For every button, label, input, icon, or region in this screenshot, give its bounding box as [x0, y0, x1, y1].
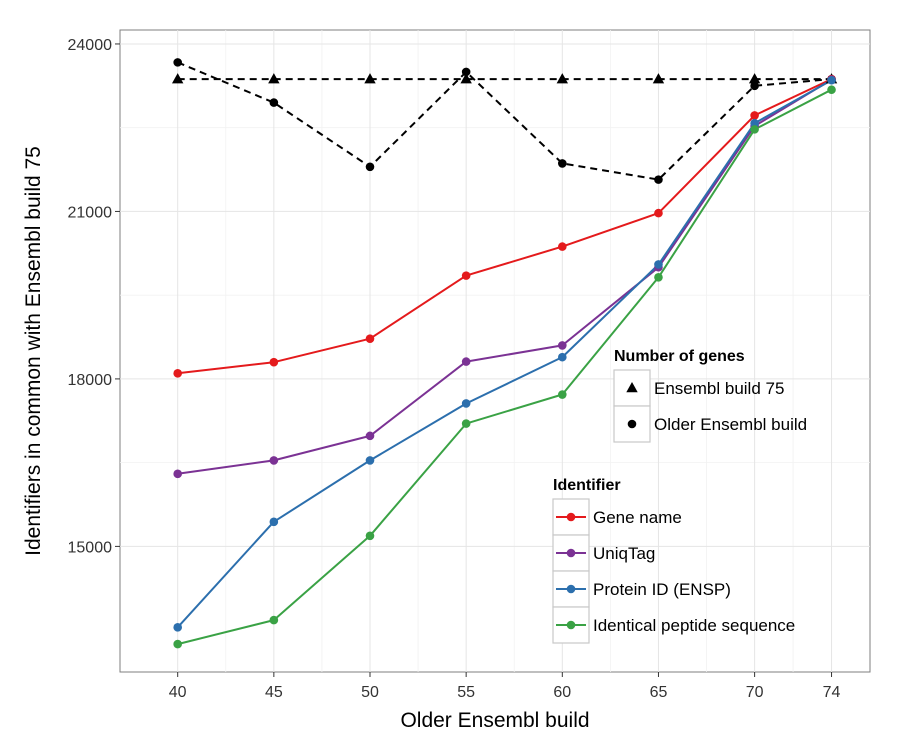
point-gene-name: [750, 111, 759, 120]
legend-item-label: Gene name: [593, 508, 682, 527]
y-axis-title: Identifiers in common with Ensembl build…: [22, 146, 45, 556]
legend-key-marker: [627, 419, 637, 429]
point-protein-id-ensp: [558, 352, 567, 362]
point-older-ensembl-build: [365, 162, 375, 172]
point-ensembl-build-75: [171, 73, 184, 84]
y-tick-label: 21000: [68, 204, 113, 221]
legend-key-box: [613, 405, 651, 443]
point-identical-peptide-sequence: [750, 125, 759, 134]
point-protein-id-ensp: [750, 118, 759, 128]
point-identical-peptide-sequence: [654, 273, 663, 282]
x-tick-label: 40: [169, 684, 187, 701]
point-ensembl-build-75: [364, 73, 376, 84]
legend-item-label: Identical peptide sequence: [593, 616, 795, 635]
x-axis-title: Older Ensembl build: [400, 709, 589, 732]
point-identical-peptide-sequence: [461, 419, 471, 428]
point-protein-id-ensp: [827, 75, 836, 85]
point-identical-peptide-sequence: [827, 85, 836, 95]
legend-item-label: Protein ID (ENSP): [593, 580, 731, 599]
x-tick-label: 50: [361, 684, 379, 701]
point-identical-peptide-sequence: [558, 390, 567, 399]
point-gene-name: [365, 334, 375, 344]
legend-key-marker: [566, 584, 576, 594]
point-gene-name: [654, 208, 663, 218]
legend-item-label: Older Ensembl build: [654, 415, 807, 434]
point-ensembl-build-75: [652, 73, 665, 84]
point-protein-id-ensp: [269, 517, 279, 527]
point-gene-name: [173, 369, 182, 378]
point-older-ensembl-build: [173, 58, 182, 67]
series-lines: [176, 61, 833, 646]
y-tick-label: 18000: [68, 372, 113, 389]
legend-item-label: UniqTag: [593, 544, 655, 563]
point-older-ensembl-build: [461, 67, 471, 77]
x-tick-label: 45: [265, 684, 283, 701]
legend-number-of-genes: Number of genes Ensembl build 75 Older Ens…: [613, 348, 807, 443]
y-axis-ticks: 15000 18000 21000 24000: [68, 37, 120, 556]
point-ensembl-build-75: [268, 73, 280, 84]
point-identical-peptide-sequence: [173, 639, 182, 649]
series-line-protein-id-ensp: [176, 79, 832, 628]
legend-title: Identifier: [553, 477, 621, 494]
point-protein-id-ensp: [461, 399, 471, 408]
point-ensembl-build-75: [556, 73, 569, 84]
point-uniqtag: [269, 456, 279, 465]
x-tick-label: 74: [823, 684, 841, 701]
series-line-older-ensembl-build: [177, 61, 832, 181]
x-tick-label: 55: [457, 684, 475, 701]
point-protein-id-ensp: [365, 456, 375, 465]
legend-key-marker: [626, 382, 638, 393]
point-uniqtag: [173, 469, 182, 479]
x-axis-ticks: 40 45 50 55 60 65 70 74: [169, 672, 841, 701]
point-protein-id-ensp: [654, 260, 663, 269]
point-identical-peptide-sequence: [269, 615, 279, 625]
legend-title: Number of genes: [614, 348, 745, 365]
point-gene-name: [269, 357, 279, 367]
series-line-identical-peptide-sequence: [177, 88, 832, 646]
grid-lines: [120, 30, 870, 672]
legend-item-label: Ensembl build 75: [654, 379, 784, 398]
legend-key-marker: [566, 620, 576, 630]
point-gene-name: [461, 271, 471, 280]
y-tick-label: 24000: [68, 37, 113, 54]
point-identical-peptide-sequence: [365, 531, 375, 541]
x-tick-label: 70: [746, 684, 764, 701]
point-older-ensembl-build: [654, 175, 663, 184]
point-uniqtag: [558, 341, 567, 350]
point-protein-id-ensp: [173, 623, 182, 632]
point-ensembl-build-75: [748, 73, 761, 84]
series-markers: [171, 58, 838, 649]
legend-identifier: Identifier Gene name UniqTag Protein ID (EN…: [552, 477, 795, 644]
y-tick-label: 15000: [68, 539, 113, 556]
point-uniqtag: [461, 357, 471, 366]
point-older-ensembl-build: [269, 98, 279, 107]
x-tick-label: 60: [553, 684, 571, 701]
legend-key-marker: [566, 548, 576, 558]
point-uniqtag: [365, 431, 375, 441]
series-line-gene-name: [177, 78, 832, 375]
point-gene-name: [558, 242, 567, 251]
point-older-ensembl-build: [558, 159, 567, 168]
series-line-uniqtag: [177, 78, 833, 475]
point-older-ensembl-build: [750, 81, 759, 91]
point-ensembl-build-75: [460, 73, 472, 84]
x-tick-label: 65: [650, 684, 668, 701]
legend-key-marker: [566, 512, 576, 522]
